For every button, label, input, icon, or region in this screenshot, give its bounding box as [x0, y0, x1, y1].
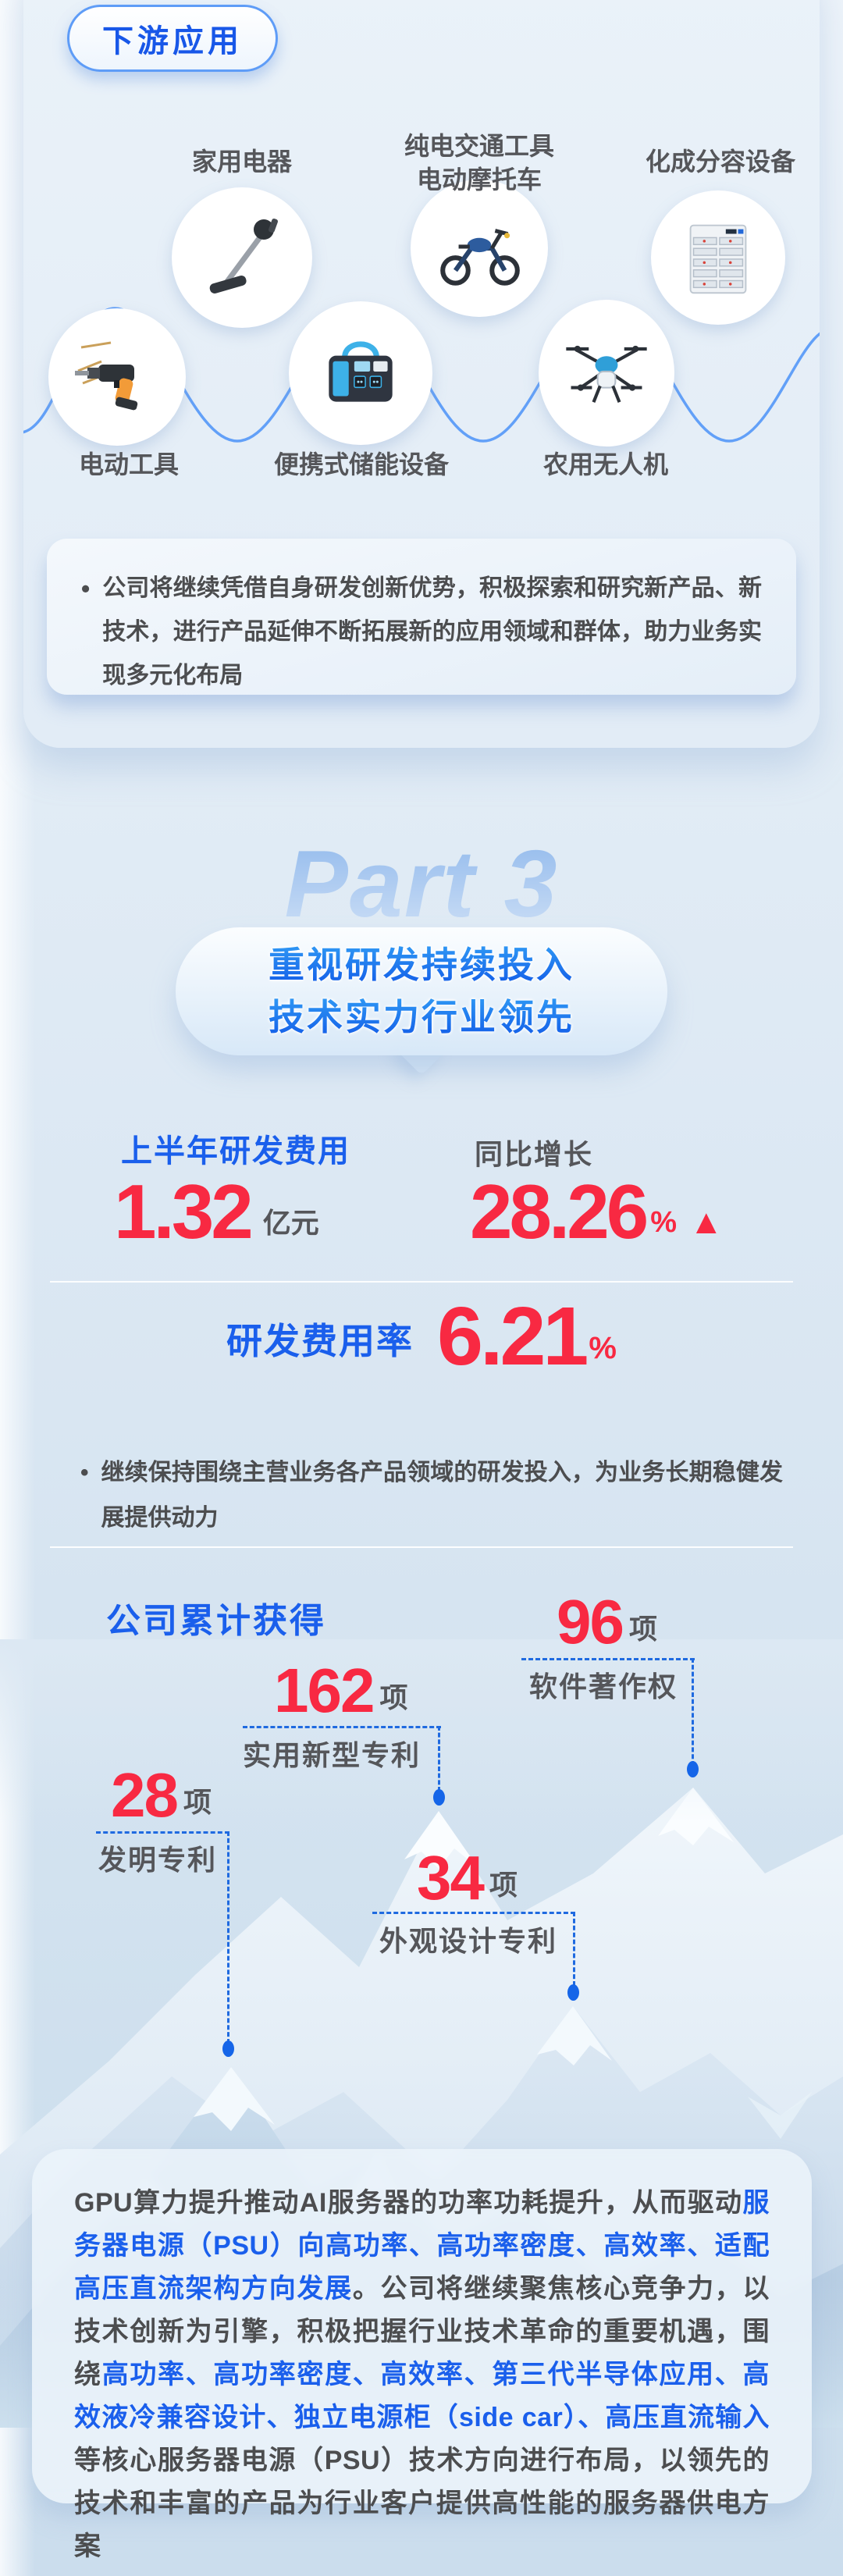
product-label: 电动工具 [78, 450, 180, 479]
leader-line [372, 1912, 575, 1914]
outlook-paragraph: GPU算力提升推动AI服务器的功率功耗提升，从而驱动服务器电源（PSU）向高功率… [74, 2188, 770, 2561]
product-circle-drone [539, 300, 674, 447]
rnd-ratio-unit: % [589, 1331, 617, 1365]
agricultural-drone-icon [566, 345, 647, 403]
yoy-growth-value: 28.26 [470, 1169, 649, 1254]
patent-label: 实用新型专利 [243, 1739, 422, 1771]
patent-unit: 项 [489, 1869, 518, 1901]
patent-value: 34 [417, 1843, 485, 1912]
leader-line [692, 1658, 694, 1766]
rnd-expense-value-row: 1.32 亿元 [114, 1169, 319, 1254]
rnd-expense-unit: 亿元 [262, 1207, 319, 1239]
yoy-growth-value-row: 28.26 % ▲ [470, 1169, 724, 1254]
rnd-ratio-value: 6.21 [437, 1290, 589, 1382]
bullet-glyph: • [80, 1460, 89, 1485]
peak-marker-dot [433, 1789, 445, 1806]
bullet-glyph: • [81, 575, 91, 603]
product-label: 农用无人机 [542, 450, 669, 479]
vacuum-cleaner-icon [209, 219, 278, 294]
outlook-card: GPU算力提升推动AI服务器的功率功耗提升，从而驱动服务器电源（PSU）向高功率… [32, 2149, 812, 2561]
up-triangle-icon: ▲ [689, 1203, 724, 1241]
yoy-growth-unit: % [650, 1206, 678, 1239]
patent-stat-design: 34 项 [417, 1843, 518, 1912]
leader-line [96, 1831, 229, 1834]
product-circle-home-appliance [172, 187, 312, 328]
product-label: 纯电交通工具 [404, 132, 555, 160]
patents-heading: 公司累计获得 [106, 1602, 326, 1640]
patent-value: 96 [557, 1587, 624, 1656]
downstream-badge-label: 下游应用 [102, 24, 243, 59]
product-circle-power-station [289, 301, 432, 445]
portable-power-station-icon [329, 341, 393, 402]
part3-title-bubble: 重视研发持续投入 技术实力行业领先 [176, 927, 667, 1055]
patent-label: 发明专利 [98, 1844, 218, 1876]
rnd-expense-label: 上半年研发费用 [121, 1134, 350, 1169]
patent-unit: 项 [183, 1786, 212, 1818]
leader-line [438, 1726, 440, 1791]
part3-title-line1: 重视研发持续投入 [269, 939, 574, 991]
patent-label: 外观设计专利 [379, 1925, 558, 1957]
rnd-expense-value: 1.32 [114, 1169, 254, 1254]
leader-line [227, 1831, 229, 2044]
peak-marker-dot [567, 1984, 579, 2001]
power-drill-icon [75, 341, 138, 411]
rnd-ratio-row: 研发费用率 6.21 % [0, 1290, 843, 1382]
divider-line [50, 1546, 793, 1548]
formation-equipment-icon [689, 224, 747, 294]
patent-value: 28 [111, 1760, 179, 1830]
product-circle-motorcycle [411, 180, 548, 317]
rnd-ratio-label: 研发费用率 [226, 1321, 414, 1361]
downstream-note-text: 公司将继续凭借自身研发创新优势，积极探索和研究新产品、新技术，进行产品延伸不断拓… [102, 575, 762, 688]
patent-unit: 项 [379, 1681, 408, 1713]
downstream-note-card: • 公司将继续凭借自身研发创新优势，积极探索和研究新产品、新技术，进行产品延伸不… [47, 539, 796, 695]
product-label: 便携式储能设备 [273, 450, 450, 479]
peak-marker-dot [222, 2041, 234, 2057]
patent-value: 162 [274, 1656, 375, 1725]
product-label: 家用电器 [191, 148, 293, 176]
leader-line [243, 1726, 441, 1728]
leader-line [521, 1658, 695, 1660]
electric-motorcycle-icon [440, 229, 520, 286]
downstream-badge: 下游应用 [67, 5, 278, 72]
product-label: 化成分容设备 [645, 148, 796, 176]
part3-title-line2: 技术实力行业领先 [269, 991, 574, 1044]
patent-stat-invention: 28 项 [111, 1760, 212, 1830]
patent-stat-utility-model: 162 项 [274, 1656, 408, 1725]
patent-stat-software-copyright: 96 项 [557, 1587, 657, 1656]
part3-ghost-text: Part 3 [0, 829, 843, 938]
patent-label: 软件著作权 [529, 1670, 678, 1703]
patent-unit: 项 [628, 1613, 657, 1645]
product-circle-formation-equipment [651, 190, 785, 325]
product-label-line2: 电动摩托车 [416, 165, 542, 194]
rnd-note-text: 继续保持围绕主营业务各产品领域的研发投入，为业务长期稳健发展提供动力 [101, 1460, 783, 1531]
yoy-growth-label: 同比增长 [475, 1138, 594, 1170]
leader-line [573, 1912, 575, 1986]
rnd-note-row: • 继续保持围绕主营业务各产品领域的研发投入，为业务长期稳健发展提供动力 [80, 1450, 783, 1541]
product-circle-power-tool [48, 308, 186, 446]
divider-line [50, 1281, 793, 1283]
peak-marker-dot [687, 1761, 699, 1777]
